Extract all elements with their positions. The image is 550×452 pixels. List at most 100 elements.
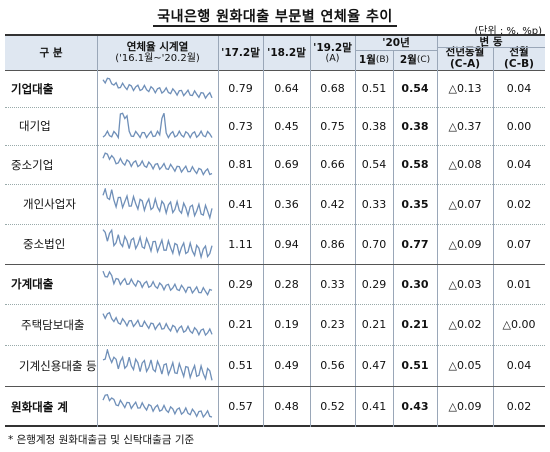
unit-note: (단위 : %, %p): [474, 26, 542, 37]
cell-y17: 0.51: [228, 359, 253, 372]
header-jan-line1: 1월: [358, 53, 376, 66]
header-mom-line1: 전월: [509, 45, 529, 58]
cell-yoy: △0.09: [448, 400, 482, 413]
cell-yoy: △0.02: [448, 318, 482, 331]
table-row: 주택담보대출 0.21 0.19 0.23 0.21 0.21 △0.02 △0.00: [5, 304, 545, 346]
cell-mom: 0.00: [506, 119, 532, 133]
cell-y19: 0.23: [320, 318, 345, 331]
col-divider: [393, 70, 394, 427]
cell-yoy: △0.08: [448, 158, 482, 171]
delinquency-sparkline: [102, 311, 213, 337]
col-divider: [218, 36, 219, 427]
title-text: 국내은행 원화대출 부문별 연체율 추이: [153, 9, 397, 27]
cell-yoy: △0.05: [448, 359, 482, 372]
row-divider: [5, 184, 545, 185]
sparkline-path: [102, 112, 213, 140]
row-label: 개인사업자: [23, 197, 76, 211]
table-row: 기업대출 0.79 0.64 0.68 0.51 0.54 △0.13 0.04: [5, 70, 545, 108]
cell-y19: 0.68: [320, 82, 345, 95]
header-jan-line2: (B): [375, 54, 390, 65]
col-divider: [310, 36, 311, 427]
cell-feb: 0.30: [401, 277, 429, 291]
cell-yoy: △0.07: [448, 197, 482, 211]
cell-yoy: △0.09: [448, 237, 482, 251]
sparkline-path: [102, 188, 213, 220]
cell-mom: 0.02: [506, 400, 532, 413]
cell-yoy: △0.37: [448, 119, 482, 133]
cell-y17: 0.57: [228, 400, 253, 413]
header-feb-line1: 2월: [399, 53, 417, 66]
header-2020-divider: [355, 50, 437, 51]
col-divider: [355, 36, 356, 427]
cell-feb: 0.21: [401, 318, 429, 331]
delinquency-sparkline: [102, 152, 213, 177]
cell-y19: 0.56: [320, 359, 345, 372]
cell-jan: 0.21: [361, 318, 387, 331]
header-series-line1: 연체율 시계열: [126, 41, 189, 54]
header-yoy: 전년동월 (C-A): [437, 46, 493, 70]
header-change-split: [493, 47, 494, 70]
cell-mom: 0.02: [506, 197, 532, 211]
cell-jan: 0.54: [361, 158, 387, 171]
cell-feb: 0.54: [401, 82, 429, 95]
delinquency-sparkline: [102, 77, 213, 100]
cell-jan: 0.70: [361, 237, 387, 251]
header-change-divider: [437, 47, 545, 48]
sparkline-path: [102, 349, 213, 381]
row-divider: [5, 224, 545, 225]
cell-y19: 0.33: [320, 277, 345, 291]
header-2019: '19.2말 (A): [310, 36, 355, 70]
col-divider: [263, 36, 264, 427]
row-label: 중소법인: [23, 237, 66, 251]
delinquency-sparkline: [102, 270, 213, 297]
page-title: 국내은행 원화대출 부문별 연체율 추이: [0, 6, 550, 27]
cell-mom: △0.00: [502, 318, 536, 331]
header-2017: '17.2말: [221, 46, 260, 59]
sparkline-path: [102, 393, 213, 419]
cell-feb: 0.77: [401, 237, 429, 251]
table-row: 중소기업 0.81 0.69 0.66 0.54 0.58 △0.08 0.04: [5, 145, 545, 185]
cell-feb: 0.51: [401, 359, 429, 372]
cell-mom: 0.04: [506, 359, 532, 372]
cell-y19: 0.42: [320, 197, 345, 211]
header-yoy-line1: 전년동월: [445, 45, 485, 58]
col-divider: [97, 36, 98, 427]
cell-y18: 0.28: [274, 277, 299, 291]
cell-jan: 0.47: [361, 359, 387, 372]
delinquency-sparkline: [102, 228, 213, 260]
table-header: 구 분 연체율 시계열 ('16.1월~'20.2월) '17.2말 '18.2…: [5, 36, 545, 71]
row-label: 주택담보대출: [21, 317, 85, 332]
header-2019-line1: '19.2말: [313, 41, 352, 54]
cell-jan: 0.33: [361, 197, 387, 211]
footnote: * 은행계정 원화대출금 및 신탁대출금 기준: [8, 434, 195, 446]
cell-y17: 1.11: [228, 237, 253, 251]
table-row: 개인사업자 0.41 0.36 0.42 0.33 0.35 △0.07 0.02: [5, 184, 545, 225]
cell-y17: 0.21: [228, 318, 253, 331]
cell-jan: 0.41: [361, 400, 387, 413]
header-2019-line2: (A): [325, 52, 340, 64]
table-row: 기계신용대출 등 0.51 0.49 0.56 0.47 0.51 △0.05 0.04: [5, 345, 545, 387]
cell-jan: 0.51: [361, 82, 387, 95]
table-row: 대기업 0.73 0.45 0.75 0.38 0.38 △0.37 0.00: [5, 107, 545, 146]
header-category: 구 분: [39, 46, 63, 59]
delinquency-sparkline: [102, 188, 213, 220]
header-yoy-line2: (C-A): [449, 58, 481, 70]
header-series: 연체율 시계열 ('16.1월~'20.2월): [97, 36, 218, 70]
cell-y19: 0.75: [320, 119, 345, 133]
row-label: 원화대출 계: [11, 399, 68, 414]
header-change-group: 변 동: [479, 35, 503, 48]
header-month-divider: [393, 50, 394, 70]
header-feb: 2월 (C): [393, 50, 437, 70]
cell-y18: 0.94: [274, 237, 299, 251]
table-row: 가계대출 0.29 0.28 0.33 0.29 0.30 △0.03 0.01: [5, 264, 545, 305]
cell-y18: 0.48: [274, 400, 299, 413]
row-divider: [5, 345, 545, 346]
cell-y18: 0.64: [274, 82, 299, 95]
row-divider: [5, 386, 545, 387]
row-label: 대기업: [19, 119, 51, 133]
cell-mom: 0.01: [506, 277, 532, 291]
cell-y18: 0.36: [274, 197, 299, 211]
cell-yoy: △0.13: [448, 82, 482, 95]
row-label: 기업대출: [11, 81, 54, 96]
table-row: 원화대출 계 0.57 0.48 0.52 0.41 0.43 △0.09 0.02: [5, 386, 545, 427]
